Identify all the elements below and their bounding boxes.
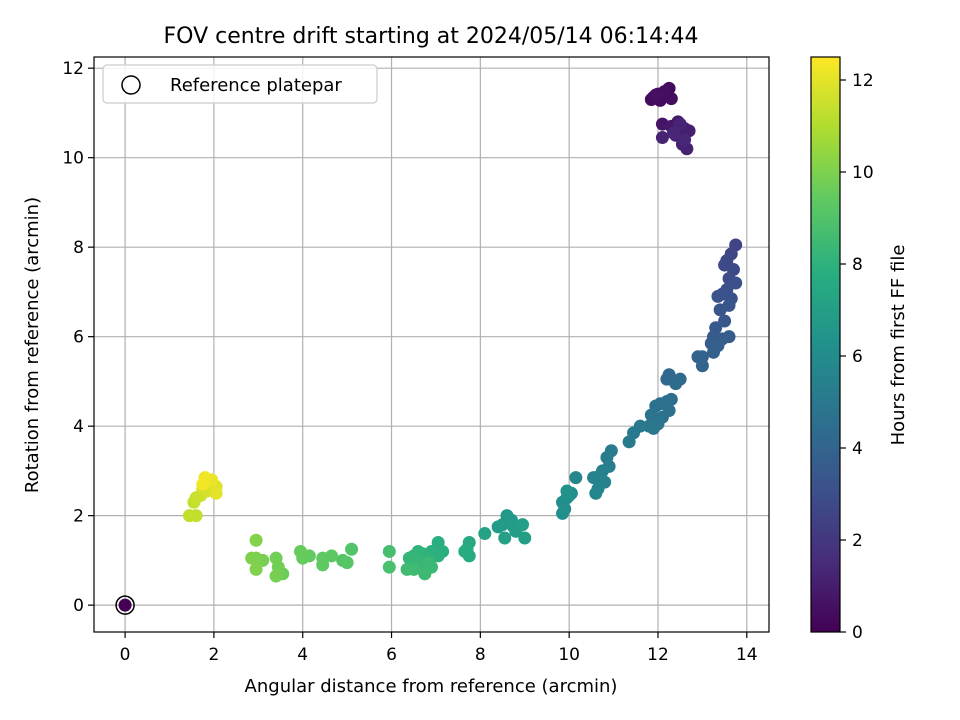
data-point [458, 544, 472, 558]
colorbar-tick-label: 10 [852, 163, 874, 183]
data-point [382, 560, 396, 574]
y-tick-label: 6 [73, 328, 84, 348]
y-tick-label: 0 [73, 596, 84, 616]
data-point [669, 377, 683, 391]
data-point [655, 131, 669, 145]
legend-box [102, 64, 378, 104]
data-points [182, 81, 743, 583]
data-point [711, 289, 725, 303]
legend-marker-icon [121, 75, 141, 95]
colorbar-tick-label: 4 [852, 439, 863, 459]
data-point [718, 314, 732, 328]
x-axis-ticks: 0 2 4 6 8 10 12 14 [120, 632, 758, 665]
data-point [316, 558, 330, 572]
data-point [491, 520, 505, 534]
data-point [293, 544, 307, 558]
data-point [644, 408, 658, 422]
x-tick-label: 10 [558, 645, 580, 665]
data-point [189, 509, 203, 523]
data-point [706, 345, 720, 359]
data-point [340, 556, 354, 570]
colorbar-gradient [810, 56, 841, 633]
x-tick-label: 8 [475, 645, 486, 665]
data-point [560, 484, 574, 498]
plot-frame [93, 56, 770, 633]
y-tick-label: 10 [62, 149, 84, 169]
data-point [695, 359, 709, 373]
y-tick-label: 4 [73, 417, 84, 437]
data-point [713, 303, 727, 317]
data-point [518, 531, 532, 545]
data-point [649, 88, 663, 102]
colorbar-tick-label: 12 [852, 71, 874, 91]
data-point [587, 471, 601, 485]
data-point [478, 527, 492, 541]
data-point [498, 531, 512, 545]
data-point [196, 477, 210, 491]
data-point [245, 551, 259, 565]
data-point [729, 276, 743, 290]
data-point [345, 542, 359, 556]
colorbar-tick-label: 0 [852, 623, 863, 643]
grid [94, 57, 769, 632]
y-tick-label: 12 [62, 59, 84, 79]
data-point [269, 569, 283, 583]
y-tick-label: 8 [73, 238, 84, 258]
data-point [678, 133, 692, 147]
data-point [647, 421, 661, 435]
data-point [400, 562, 414, 576]
data-point [622, 435, 636, 449]
data-point [673, 117, 687, 131]
x-axis-label: Angular distance from reference (arcmin) [245, 676, 618, 697]
x-tick-label: 12 [647, 645, 669, 665]
colorbar-ticks: 0 2 4 6 8 10 12 [840, 71, 874, 643]
reference-ring [115, 595, 135, 615]
y-axis-label: Rotation from reference (arcmin) [22, 197, 43, 493]
x-tick-label: 2 [208, 645, 219, 665]
x-tick-label: 4 [297, 645, 308, 665]
data-point [418, 567, 432, 581]
x-tick-label: 0 [120, 645, 131, 665]
y-axis-ticks: 0 2 4 6 8 10 12 [62, 59, 94, 616]
data-point [209, 486, 223, 500]
data-point [556, 506, 570, 520]
colorbar-tick-label: 8 [852, 255, 863, 275]
data-point [589, 486, 603, 500]
legend-entry-label: Reference platepar [170, 75, 342, 96]
data-point [249, 562, 263, 576]
colorbar-label: Hours from first FF file [888, 245, 909, 446]
x-tick-label: 6 [386, 645, 397, 665]
data-point [249, 533, 263, 547]
colorbar-tick-label: 2 [852, 531, 863, 551]
data-point [516, 518, 530, 532]
legend: Reference platepar [102, 64, 378, 104]
data-point [569, 471, 583, 485]
data-point [667, 126, 681, 140]
colorbar-tick-label: 6 [852, 347, 863, 367]
chart-title: FOV centre drift starting at 2024/05/14 … [164, 24, 699, 49]
colorbar: 0 2 4 6 8 10 12 Hours from first FF file [810, 56, 909, 643]
y-tick-label: 2 [73, 507, 84, 527]
x-tick-label: 14 [736, 645, 758, 665]
reference-marker [115, 595, 135, 615]
reference-point [118, 598, 132, 612]
data-point [382, 544, 396, 558]
